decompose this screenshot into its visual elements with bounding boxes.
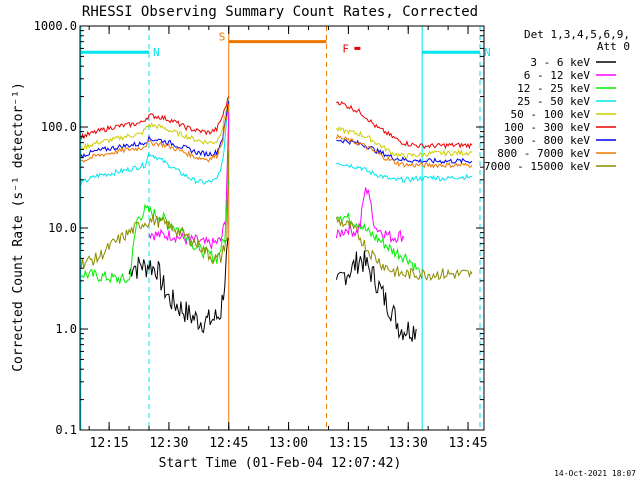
x-tick-label-0: 12:15 xyxy=(90,436,129,451)
x-tick-label-1: 12:30 xyxy=(149,436,188,451)
axes: 0.1 1.0 10.0 100.0 1000.0 12:15 12:30 12:45 13:0… xyxy=(34,19,488,451)
series-line-1-1 xyxy=(335,187,405,244)
series-line-6-1 xyxy=(336,139,473,165)
flag-label-0: N xyxy=(153,46,160,59)
flag-label-3: N xyxy=(484,46,491,59)
legend-entry-label-5: 100 - 300 keV xyxy=(504,121,590,134)
series-line-2-1 xyxy=(335,212,421,275)
series-line-7-0 xyxy=(80,103,230,163)
y-axis-label: Corrected Count Rate (s⁻¹ detector⁻¹) xyxy=(11,82,26,372)
legend-entry-label-0: 3 - 6 keV xyxy=(530,56,590,69)
legend-entry-label-6: 300 - 800 keV xyxy=(504,134,590,147)
legend-header-attenuator: Att 0 xyxy=(597,40,630,53)
series-line-4-0 xyxy=(80,96,230,150)
series-line-4-1 xyxy=(335,125,473,159)
flag-label-2: F xyxy=(342,42,349,55)
series-line-6-0 xyxy=(80,101,230,159)
series-line-0-1 xyxy=(335,250,417,342)
x-axis-label: Start Time (01-Feb-04 12:07:42) xyxy=(159,456,402,471)
x-tick-label-3: 13:00 xyxy=(269,436,308,451)
series-line-5-0 xyxy=(80,96,230,140)
legend-entry-label-7: 800 - 7000 keV xyxy=(497,147,590,160)
x-tick-label-6: 13:45 xyxy=(448,436,487,451)
flag-label-1: S xyxy=(219,31,226,44)
x-tick-label-4: 13:15 xyxy=(329,436,368,451)
legend-entry-label-1: 6 - 12 keV xyxy=(524,69,591,82)
chart-title: RHESSI Observing Summary Count Rates, Co… xyxy=(82,4,478,20)
legend-entry-label-2: 12 - 25 keV xyxy=(517,82,590,95)
legend-entry-label-8: 7000 - 15000 keV xyxy=(484,160,590,173)
x-tick-label-2: 12:45 xyxy=(209,436,248,451)
y-tick-label-3: 100.0 xyxy=(41,120,77,134)
legend-entry-label-4: 50 - 100 keV xyxy=(511,108,591,121)
series-line-0-0 xyxy=(128,237,229,334)
y-tick-label-1: 1.0 xyxy=(55,322,77,336)
series-line-3-0 xyxy=(80,96,230,186)
x-tick-label-5: 13:30 xyxy=(389,436,428,451)
series-line-5-1 xyxy=(336,100,473,150)
series-line-3-1 xyxy=(336,162,473,183)
y-tick-label-2: 10.0 xyxy=(48,221,77,235)
legend-entry-label-3: 25 - 50 keV xyxy=(517,95,590,108)
series-line-7-1 xyxy=(335,133,473,169)
y-tick-label-0: 0.1 xyxy=(55,423,77,437)
legend-header-detectors: Det 1,3,4,5,6,9, xyxy=(524,28,630,41)
series-line-8-0 xyxy=(80,149,230,269)
y-tick-label-4: 1000.0 xyxy=(34,19,77,33)
series-line-8-1 xyxy=(335,217,473,282)
footer-date: 14-Oct-2021 18:07 xyxy=(554,469,636,478)
